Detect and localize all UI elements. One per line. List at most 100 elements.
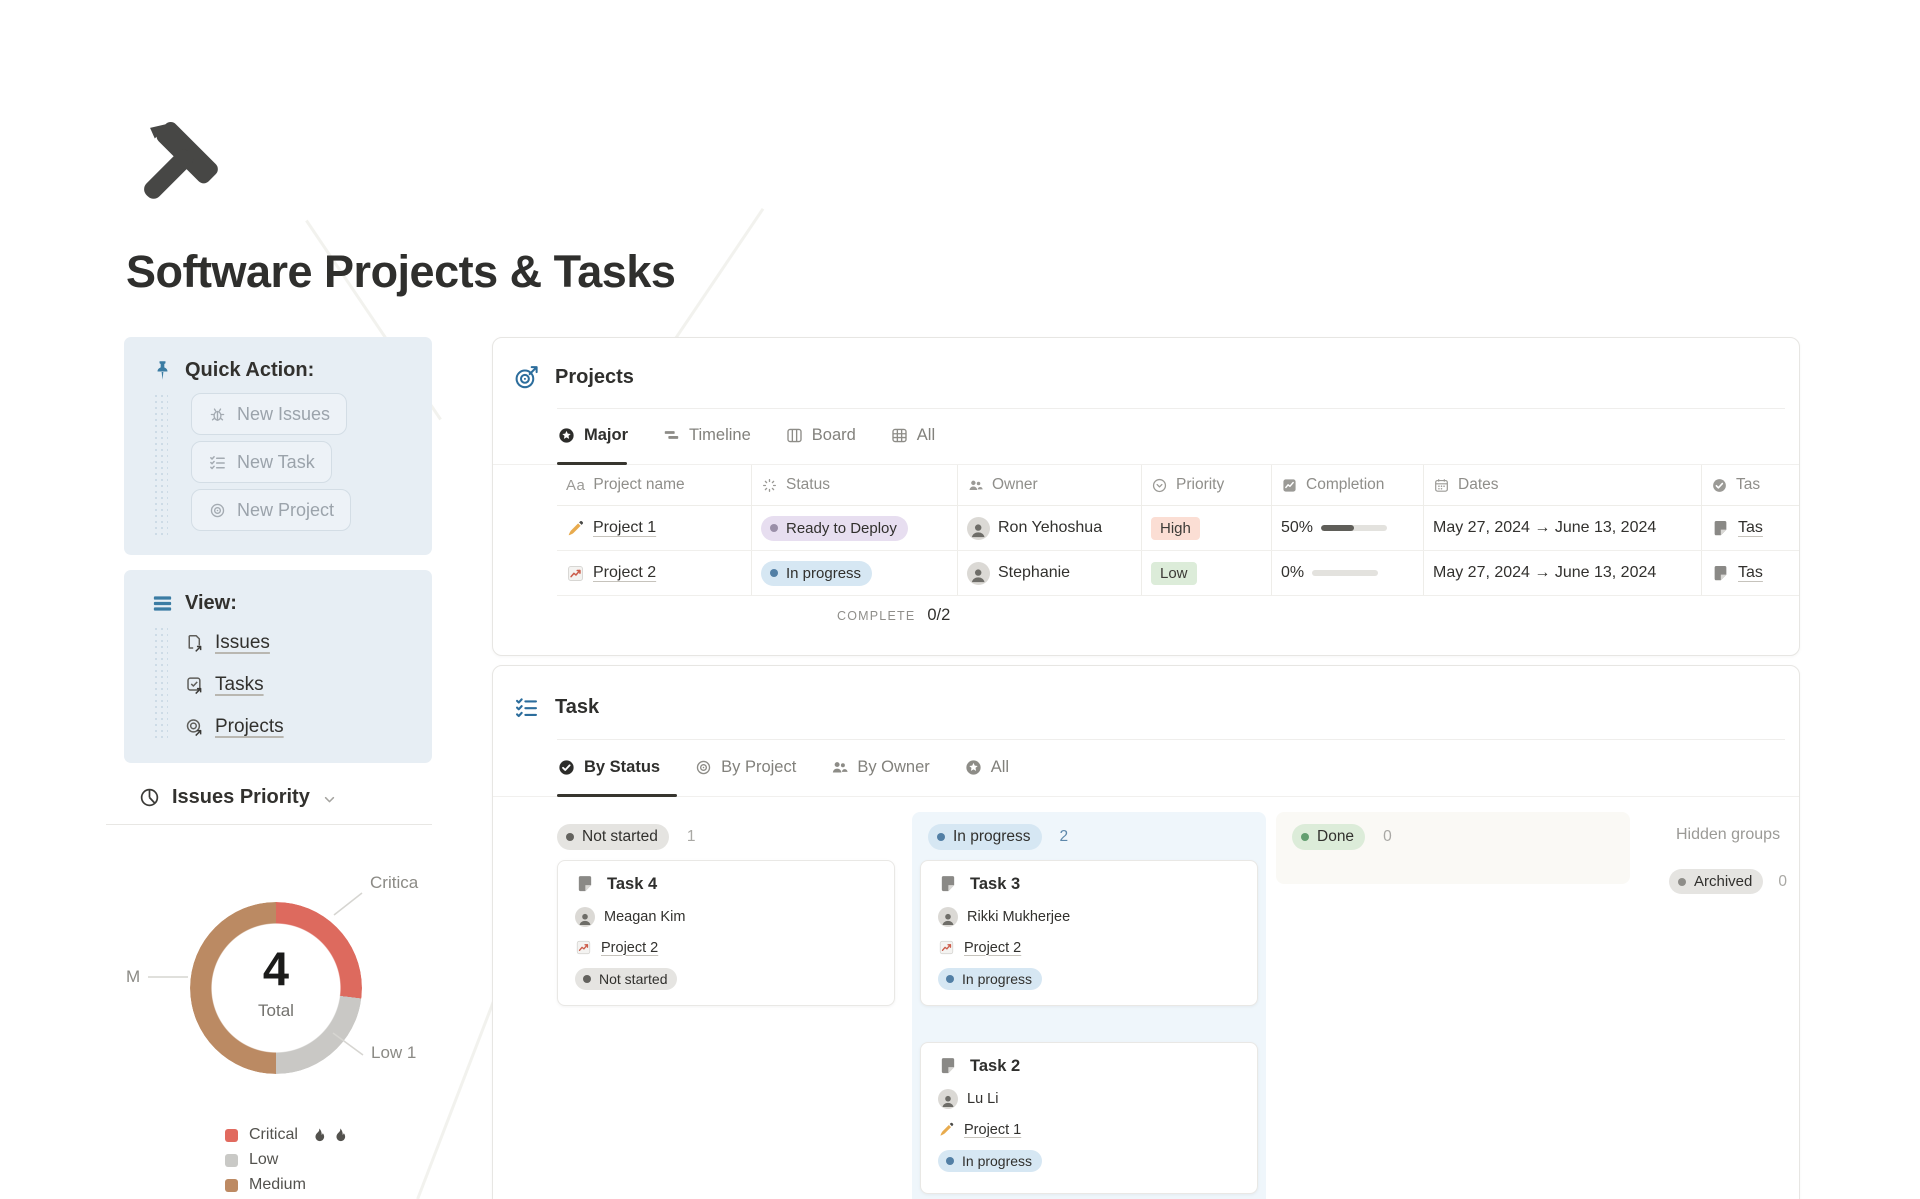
flame-icon xyxy=(311,1127,327,1143)
group-header-in-progress[interactable]: In progress 2 xyxy=(928,824,1068,850)
column-header-owner[interactable]: Owner xyxy=(958,465,1142,505)
link-label: Projects xyxy=(215,716,284,737)
tab-by-owner[interactable]: By Owner xyxy=(830,758,930,777)
tab-all[interactable]: All xyxy=(964,758,1009,777)
issues-priority-chart: 4 Total Critica Low 1 M Critical Low Med… xyxy=(106,845,436,1199)
view-heading: View: xyxy=(185,592,237,614)
progress-bar xyxy=(1312,570,1379,576)
tab-label: By Project xyxy=(721,758,797,776)
priority-tag: High xyxy=(1151,516,1200,540)
avatar xyxy=(967,561,990,585)
tab-board[interactable]: Board xyxy=(785,426,856,445)
target-arrow-icon xyxy=(184,717,205,738)
group-header-not-started[interactable]: Not started 1 xyxy=(557,824,695,850)
menu-icon xyxy=(151,592,174,615)
date-range: May 27, 2024 → June 13, 2024 xyxy=(1433,519,1657,536)
archived-count: 0 xyxy=(1778,872,1787,890)
hidden-groups-label[interactable]: Hidden groups xyxy=(1676,826,1781,843)
writing-hand-icon xyxy=(938,1121,955,1138)
view-link-projects[interactable]: Projects xyxy=(184,716,284,738)
task-card-title: Task 3 xyxy=(970,874,1021,893)
calendar-icon xyxy=(1433,477,1450,494)
button-label: New Task xyxy=(237,451,315,472)
checklist-icon xyxy=(208,453,227,472)
task-title: Task xyxy=(555,696,600,718)
chevron-down-icon[interactable] xyxy=(321,791,338,808)
tab-all[interactable]: All xyxy=(890,426,935,445)
pushpin-icon xyxy=(151,359,174,382)
dartboard-icon xyxy=(513,364,540,391)
task-section: Task By Status By Project By Owner All xyxy=(492,665,1800,1199)
star-circle-icon xyxy=(557,426,576,445)
table-row[interactable]: Project 2 In progress Stephanie Low 0% M… xyxy=(557,551,1799,596)
view-link-tasks[interactable]: Tasks xyxy=(184,674,264,696)
avatar xyxy=(575,907,595,927)
tab-label: Timeline xyxy=(689,426,751,444)
active-tab-underline xyxy=(557,794,677,797)
progress-bar xyxy=(1321,525,1388,531)
legend-label: Medium xyxy=(249,1176,306,1193)
tab-label: By Status xyxy=(584,758,661,776)
task-card-title: Task 2 xyxy=(970,1056,1021,1075)
project-link[interactable]: Project 1 xyxy=(593,519,657,536)
button-label: New Issues xyxy=(237,403,331,424)
legend-swatch xyxy=(225,1128,238,1142)
task-relation-link[interactable]: Tas xyxy=(1738,519,1763,536)
chart-increasing-icon xyxy=(575,939,592,956)
new-task-button[interactable]: New Task xyxy=(191,441,332,483)
tab-label: Board xyxy=(811,426,856,444)
tab-timeline[interactable]: Timeline xyxy=(662,426,751,445)
column-header-priority[interactable]: Priority xyxy=(1142,465,1272,505)
table-row[interactable]: Project 1 Ready to Deploy Ron Yehoshua H… xyxy=(557,506,1799,551)
column-header-status[interactable]: Status xyxy=(752,465,958,505)
task-relation-link[interactable]: Tas xyxy=(1738,564,1763,581)
timeline-bars-icon xyxy=(662,426,681,445)
page-icon xyxy=(938,874,958,894)
people-icon xyxy=(967,477,984,494)
quick-action-heading: Quick Action: xyxy=(185,359,315,381)
legend-label: Low xyxy=(249,1151,279,1168)
page-arrow-icon xyxy=(184,633,205,654)
hammer-page-icon[interactable] xyxy=(126,118,226,218)
view-link-issues[interactable]: Issues xyxy=(184,632,270,654)
tab-major[interactable]: Major xyxy=(557,426,628,445)
divider xyxy=(557,408,1785,409)
view-card: View: Issues Tasks Projects xyxy=(124,570,432,763)
legend-swatch xyxy=(225,1153,238,1167)
project-link[interactable]: Project 2 xyxy=(601,939,659,956)
column-header-dates[interactable]: Dates xyxy=(1424,465,1702,505)
status-burst-icon xyxy=(761,477,778,494)
tab-label: Major xyxy=(584,426,629,444)
new-issues-button[interactable]: New Issues xyxy=(191,393,348,435)
group-pill: Done xyxy=(1292,824,1366,850)
column-header-completion[interactable]: Completion xyxy=(1272,465,1424,505)
project-link[interactable]: Project 2 xyxy=(593,564,657,581)
column-header-project-name[interactable]: Aa Project name xyxy=(557,465,752,505)
page-icon xyxy=(1711,519,1730,538)
new-project-button[interactable]: New Project xyxy=(191,489,352,531)
group-pill: Not started xyxy=(557,824,669,850)
people-icon xyxy=(830,758,849,777)
task-card-task-2[interactable]: Task 2 Lu Li Project 1 In progress xyxy=(920,1042,1258,1194)
group-header-done[interactable]: Done 0 xyxy=(1292,824,1392,850)
archived-group-toggle[interactable]: Archived 0 xyxy=(1669,869,1787,894)
page-icon xyxy=(1711,564,1730,583)
task-owner: Meagan Kim xyxy=(604,909,686,925)
group-count: 0 xyxy=(1383,828,1392,845)
archived-pill: Archived xyxy=(1669,869,1764,894)
column-header-tasks[interactable]: Tas xyxy=(1702,465,1799,505)
text-property-icon: Aa xyxy=(566,476,586,494)
tab-by-status[interactable]: By Status xyxy=(557,758,660,777)
page-title: Software Projects & Tasks xyxy=(126,246,676,297)
issues-priority-toggle[interactable]: Issues Priority xyxy=(138,786,338,809)
project-link[interactable]: Project 2 xyxy=(964,939,1022,956)
task-card-task-3[interactable]: Task 3 Rikki Mukherjee Project 2 In prog… xyxy=(920,860,1258,1006)
dotted-strip xyxy=(153,626,168,742)
avatar xyxy=(938,907,958,927)
projects-title: Projects xyxy=(555,366,634,388)
divider xyxy=(106,824,432,825)
tab-by-project[interactable]: By Project xyxy=(694,758,796,777)
project-link[interactable]: Project 1 xyxy=(964,1121,1022,1138)
task-card-task-4[interactable]: Task 4 Meagan Kim Project 2 Not started xyxy=(557,860,895,1006)
